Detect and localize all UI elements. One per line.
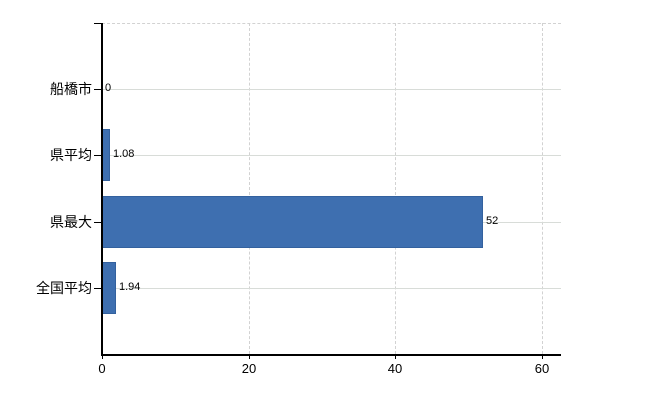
y-axis-category-tick — [94, 222, 102, 223]
bar-value-label: 0 — [105, 82, 112, 94]
category-gridline — [102, 89, 561, 90]
x-axis-tick-label: 20 — [241, 361, 257, 376]
x-axis-line — [101, 354, 561, 356]
bar — [102, 262, 116, 314]
plot-top-dashed-border — [102, 23, 561, 24]
y-axis-category-tick — [94, 89, 102, 90]
bar — [102, 196, 483, 248]
y-axis-end-tick — [94, 23, 102, 24]
x-axis-tick — [542, 355, 543, 359]
category-label: 県最大 — [50, 214, 92, 230]
bar-value-label: 1.94 — [119, 281, 141, 293]
x-axis-tick — [249, 355, 250, 359]
bar-value-label: 52 — [486, 215, 499, 227]
x-axis-tick — [395, 355, 396, 359]
bar-value-label: 1.08 — [113, 148, 135, 160]
category-label: 県平均 — [50, 147, 92, 163]
vertical-gridline — [395, 23, 396, 354]
x-axis-tick-label: 0 — [98, 361, 106, 376]
category-label: 船橋市 — [50, 81, 92, 97]
vertical-gridline — [541, 23, 543, 354]
x-axis-tick-label: 40 — [387, 361, 403, 376]
y-axis-category-tick — [94, 155, 102, 156]
bar — [102, 129, 110, 181]
y-axis-line — [101, 23, 103, 355]
category-gridline — [102, 155, 561, 156]
y-axis-category-tick — [94, 288, 102, 289]
category-gridline — [102, 288, 561, 289]
category-label: 全国平均 — [36, 280, 92, 296]
vertical-gridline — [248, 23, 250, 354]
x-axis-tick — [102, 355, 103, 359]
x-axis-tick-label: 60 — [534, 361, 550, 376]
